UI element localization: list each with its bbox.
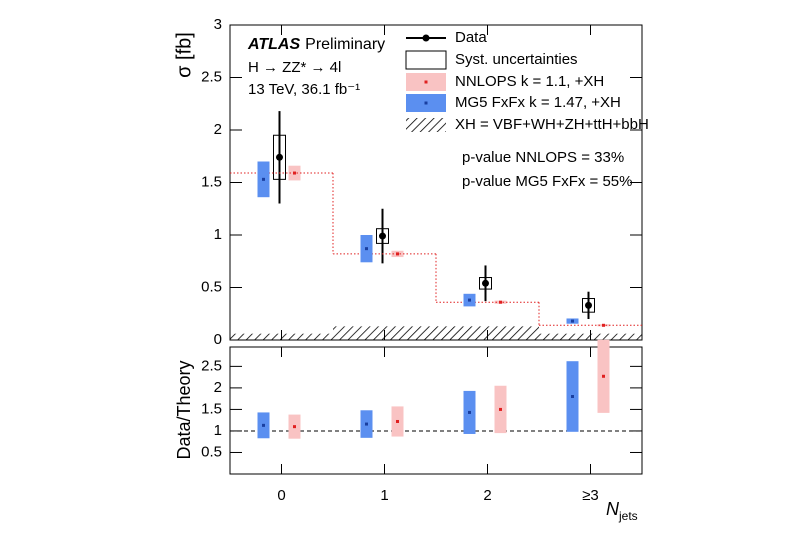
y-tick-label: 2.5 xyxy=(201,357,222,374)
theory-marker xyxy=(602,323,605,327)
xh-hatch xyxy=(333,326,436,340)
syst-box xyxy=(376,228,389,244)
xh-hatch xyxy=(539,333,642,340)
syst-box xyxy=(273,134,286,180)
theory-marker xyxy=(293,425,296,429)
bottom-frame xyxy=(229,346,643,475)
theory-marker xyxy=(365,422,368,426)
legend-label: XH = VBF+WH+ZH+ttH+bbH xyxy=(455,116,649,133)
legend-label: NNLOPS k = 1.1, +XH xyxy=(455,73,604,90)
data-point xyxy=(482,279,489,287)
syst-box xyxy=(479,277,492,290)
syst-box xyxy=(582,298,595,313)
xh-hatch xyxy=(436,326,539,340)
legend-swatch xyxy=(406,118,446,132)
x-tick-label: 1 xyxy=(380,487,388,504)
legend-label: MG5 FxFx k = 1.47, +XH xyxy=(455,94,621,111)
theory-marker xyxy=(602,374,605,378)
legend-swatch xyxy=(405,50,447,70)
x-tick-label: 2 xyxy=(483,487,491,504)
legend-swatch xyxy=(424,80,428,84)
annotation: p-value MG5 FxFx = 55% xyxy=(462,173,632,190)
theory-marker xyxy=(499,407,502,411)
y-tick-label: 1.5 xyxy=(201,400,222,417)
data-point xyxy=(276,153,283,161)
y-tick-label: 2 xyxy=(214,121,222,138)
theory-marker xyxy=(499,300,502,304)
y-tick-label: 0 xyxy=(214,331,222,348)
atlas-label: ATLAS Preliminary xyxy=(247,36,385,53)
theory-marker xyxy=(262,423,265,427)
experiment: ATLAS xyxy=(247,36,300,53)
theory-marker xyxy=(293,171,296,175)
theory-marker xyxy=(468,410,471,414)
y-tick-label: 0.5 xyxy=(201,278,222,295)
energy: 13 TeV, 36.1 fb⁻¹ xyxy=(248,81,360,98)
y-tick-label: 2 xyxy=(214,379,222,396)
x-label-sub: jets xyxy=(618,509,638,523)
y-tick-label: 0.5 xyxy=(201,443,222,460)
x-tick-label: 0 xyxy=(277,487,285,504)
theory-marker xyxy=(571,395,574,399)
data-point xyxy=(379,232,386,240)
x-axis-label: Njets xyxy=(606,499,638,523)
process: H → ZZ* → 4l xyxy=(248,59,341,76)
x-label-main: N xyxy=(606,499,620,519)
legend-swatch xyxy=(424,101,428,105)
data-point xyxy=(585,301,592,309)
theory-marker xyxy=(571,319,574,323)
annotation: p-value NNLOPS = 33% xyxy=(462,149,624,166)
x-tick-label: ≥3 xyxy=(582,487,599,504)
theory-marker xyxy=(396,419,399,423)
theory-marker xyxy=(468,298,471,302)
theory-marker xyxy=(396,252,399,256)
y-tick-label: 2.5 xyxy=(201,68,222,85)
theory-marker xyxy=(365,247,368,251)
y-tick-label: 1 xyxy=(214,422,222,439)
y-tick-label: 1.5 xyxy=(201,173,222,190)
y-tick-label: 1 xyxy=(214,226,222,243)
legend-label: Syst. uncertainties xyxy=(455,51,578,68)
y-tick-label: 3 xyxy=(214,16,222,33)
theory-marker xyxy=(262,177,265,181)
y-axis-label: σ [fb] xyxy=(173,32,195,78)
xh-hatch xyxy=(230,333,333,340)
legend-label: Data xyxy=(455,29,487,46)
legend-swatch xyxy=(422,34,430,42)
y-axis-label: Data/Theory xyxy=(174,360,194,459)
status: Preliminary xyxy=(305,36,385,53)
